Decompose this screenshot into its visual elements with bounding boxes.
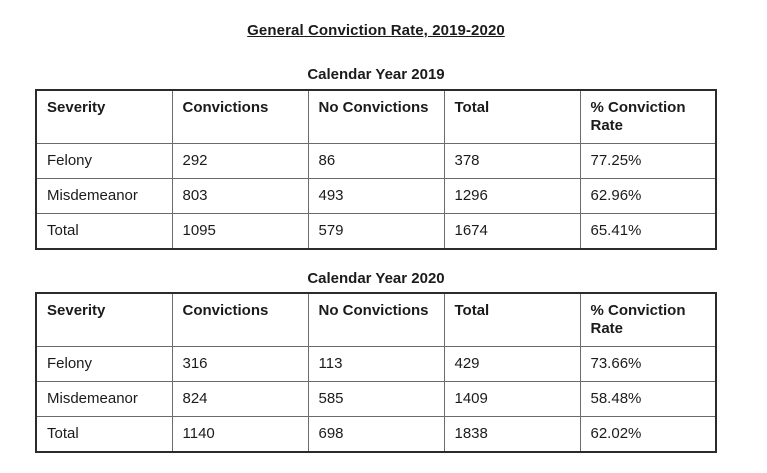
- table-cell: 1140: [171, 416, 309, 453]
- table-row-felony: Felony 292 86 378 77.25%: [35, 143, 717, 179]
- table-cell: 1409: [443, 381, 581, 417]
- column-header-severity: Severity: [35, 89, 173, 144]
- column-header-total: Total: [443, 292, 581, 347]
- header-row: Severity Convictions No Convictions Tota…: [35, 292, 717, 347]
- table-cell: 86: [307, 143, 445, 179]
- table-caption-2020: Calendar Year 2020: [307, 270, 445, 287]
- page-title: General Conviction Rate, 2019-2020: [247, 22, 505, 39]
- column-header-no-convictions: No Convictions: [307, 89, 445, 144]
- table-cell: 1838: [443, 416, 581, 453]
- table-row-total: Total 1140 698 1838 62.02%: [35, 416, 717, 453]
- conviction-table-2020: Severity Convictions No Convictions Tota…: [35, 292, 717, 453]
- table-cell: 579: [307, 213, 445, 250]
- table-caption-2019: Calendar Year 2019: [307, 66, 445, 83]
- table-row-misdemeanor: Misdemeanor 824 585 1409 58.48%: [35, 381, 717, 417]
- table-cell: 58.48%: [579, 381, 717, 417]
- table-cell: 378: [443, 143, 581, 179]
- table-cell: Total: [35, 416, 173, 453]
- table-row-total: Total 1095 579 1674 65.41%: [35, 213, 717, 250]
- table-cell: 824: [171, 381, 309, 417]
- column-header-conviction-rate: % Conviction Rate: [579, 292, 717, 347]
- table-row-felony: Felony 316 113 429 73.66%: [35, 346, 717, 382]
- column-header-no-convictions: No Convictions: [307, 292, 445, 347]
- conviction-table-2019: Severity Convictions No Convictions Tota…: [35, 89, 717, 250]
- table-cell: Felony: [35, 143, 173, 179]
- table-cell: 113: [307, 346, 445, 382]
- table-cell: 62.96%: [579, 178, 717, 214]
- column-header-conviction-rate: % Conviction Rate: [579, 89, 717, 144]
- table-cell: Total: [35, 213, 173, 250]
- table-cell: 803: [171, 178, 309, 214]
- table-cell: 493: [307, 178, 445, 214]
- table-cell: 1296: [443, 178, 581, 214]
- table-cell: Felony: [35, 346, 173, 382]
- column-header-convictions: Convictions: [171, 89, 309, 144]
- document-page: General Conviction Rate, 2019-2020 Calen…: [35, 22, 717, 453]
- table-cell: 1095: [171, 213, 309, 250]
- table-cell: Misdemeanor: [35, 178, 173, 214]
- table-row-misdemeanor: Misdemeanor 803 493 1296 62.96%: [35, 178, 717, 214]
- column-header-severity: Severity: [35, 292, 173, 347]
- table-cell: 62.02%: [579, 416, 717, 453]
- column-header-total: Total: [443, 89, 581, 144]
- table-cell: 429: [443, 346, 581, 382]
- table-cell: 698: [307, 416, 445, 453]
- table-cell: 316: [171, 346, 309, 382]
- table-cell: 65.41%: [579, 213, 717, 250]
- table-cell: Misdemeanor: [35, 381, 173, 417]
- header-row: Severity Convictions No Convictions Tota…: [35, 89, 717, 144]
- table-cell: 585: [307, 381, 445, 417]
- column-header-convictions: Convictions: [171, 292, 309, 347]
- table-cell: 292: [171, 143, 309, 179]
- table-cell: 1674: [443, 213, 581, 250]
- table-cell: 77.25%: [579, 143, 717, 179]
- table-cell: 73.66%: [579, 346, 717, 382]
